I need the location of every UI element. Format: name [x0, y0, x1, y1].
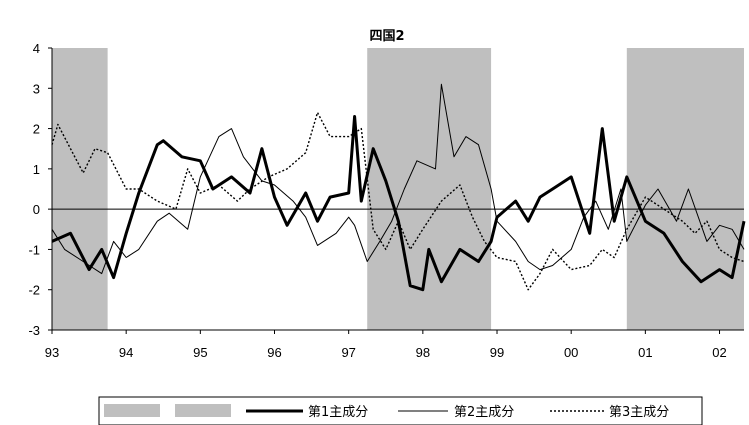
y-tick-label: 4 — [33, 41, 40, 56]
series-line-1 — [51, 115, 746, 292]
y-tick-label: -2 — [28, 283, 40, 298]
axes: 4 3 2 1 0 -1 -2 -3 93 94 95 96 97 98 99 00 01 02 — [28, 41, 744, 360]
y-tick-label: 1 — [33, 162, 40, 177]
series-line-2 — [51, 83, 745, 275]
x-tick-label: 95 — [193, 345, 207, 360]
y-tick-label: 2 — [33, 122, 40, 137]
legend-shade-swatch-2 — [175, 404, 231, 417]
legend-shade-swatch-1 — [104, 404, 160, 417]
legend-label-3: 第3主成分 — [609, 405, 669, 420]
series-layer — [51, 83, 746, 292]
x-tick-label: 00 — [564, 345, 578, 360]
y-tick-label: -3 — [28, 323, 40, 338]
x-tick-label: 96 — [267, 345, 281, 360]
y-tick-label: 3 — [33, 81, 40, 96]
x-tick-label: 01 — [638, 345, 652, 360]
recession-band-2 — [626, 48, 744, 330]
recession-bands — [52, 48, 744, 330]
chart-title: 四国2 — [369, 29, 404, 44]
legend-label-2: 第2主成分 — [454, 405, 514, 420]
legend-label-1: 第1主成分 — [308, 405, 368, 420]
y-tick-label: 0 — [33, 202, 40, 217]
legend: 第1主成分 第2主成分 第3主成分 — [98, 396, 703, 425]
x-tick-label: 94 — [119, 345, 133, 360]
x-tick-label: 97 — [341, 345, 355, 360]
x-tick-label: 99 — [490, 345, 504, 360]
x-tick-label: 02 — [712, 345, 726, 360]
x-tick-label: 98 — [416, 345, 430, 360]
y-tick-label: -1 — [28, 242, 40, 257]
series-line-3 — [51, 111, 745, 291]
recession-band-1 — [367, 48, 492, 330]
recession-band-0 — [52, 48, 108, 330]
x-tick-label: 93 — [45, 345, 59, 360]
